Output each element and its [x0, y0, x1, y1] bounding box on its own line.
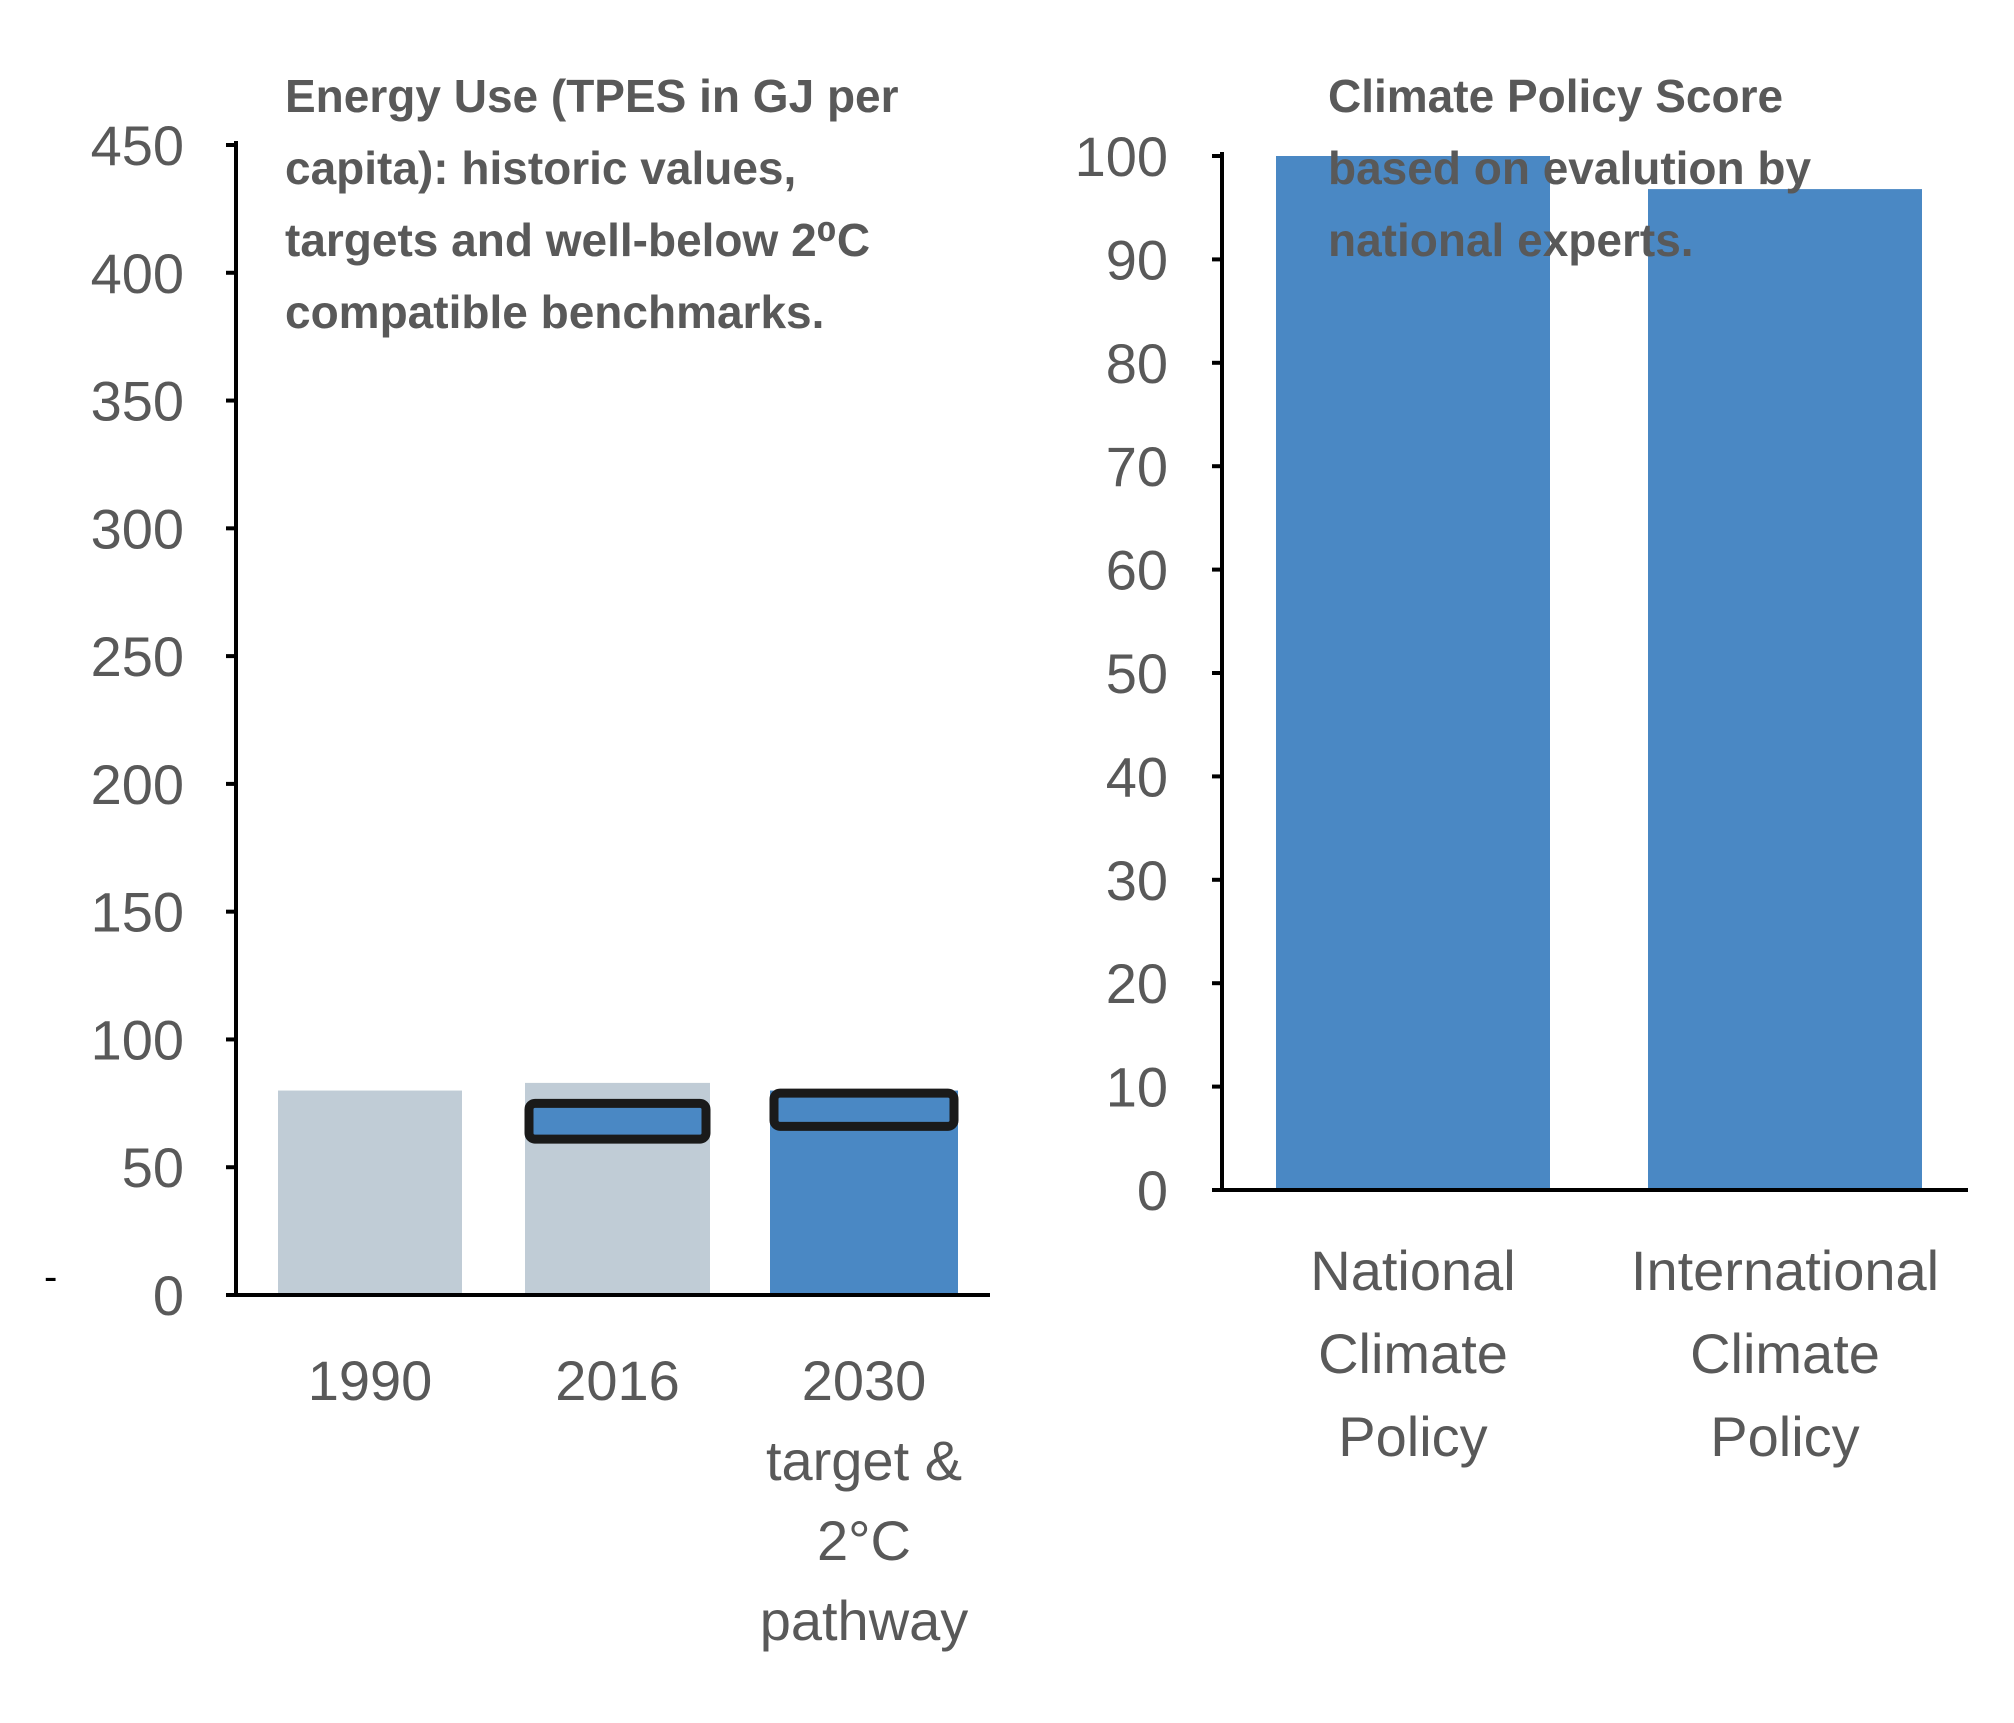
- energy-category-line: pathway: [760, 1589, 969, 1652]
- energy-title-line: compatible benchmarks.: [285, 286, 824, 338]
- policy-category-line: Climate: [1318, 1322, 1508, 1385]
- energy-use-chart: 0 50 100 150 200 250 300 350 400 450 1990 2016 2030 t…: [91, 70, 990, 1652]
- energy-ytick-label-2: 100: [91, 1008, 184, 1071]
- energy-category-line: 1990: [308, 1349, 433, 1412]
- policy-ytick-label-6: 60: [1106, 539, 1168, 602]
- energy-ytick-label-6: 300: [91, 497, 184, 560]
- policy-bar-0: [1276, 156, 1550, 1190]
- energy-target-range-2: [769, 1088, 959, 1131]
- policy-ytick-label-7: 70: [1106, 435, 1168, 498]
- policy-category-label-0: National Climate Policy: [1310, 1239, 1515, 1468]
- energy-category-line: 2016: [555, 1349, 680, 1412]
- energy-ytick-label-7: 350: [91, 370, 184, 433]
- policy-ytick-label-5: 50: [1106, 642, 1168, 705]
- energy-category-line: target &: [766, 1429, 962, 1492]
- energy-ytick-label-3: 150: [91, 881, 184, 944]
- energy-category-line: 2030: [802, 1349, 927, 1412]
- policy-category-line: Policy: [1338, 1405, 1487, 1468]
- policy-ytick-label-2: 20: [1106, 952, 1168, 1015]
- policy-ytick-label-8: 80: [1106, 332, 1168, 395]
- policy-category-line: Policy: [1710, 1405, 1859, 1468]
- energy-title-line: Energy Use (TPES in GJ per: [285, 70, 899, 122]
- energy-bar-0: [278, 1090, 462, 1295]
- energy-ytick-label-1: 50: [122, 1136, 184, 1199]
- policy-category-label-1: International Climate Policy: [1631, 1239, 1939, 1468]
- policy-ytick-label-3: 30: [1106, 849, 1168, 912]
- energy-ytick-label-5: 250: [91, 625, 184, 688]
- policy-category-line: International: [1631, 1239, 1939, 1302]
- policy-ytick-label-1: 10: [1106, 1056, 1168, 1119]
- energy-title-line: capita): historic values,: [285, 142, 796, 194]
- energy-ytick-label-9: 450: [91, 114, 184, 177]
- policy-title-line: Climate Policy Score: [1328, 70, 1783, 122]
- policy-ytick-label-10: 100: [1075, 125, 1168, 188]
- energy-ytick-label-0: 0: [153, 1264, 184, 1327]
- policy-ytick-label-0: 0: [1137, 1159, 1168, 1222]
- energy-category-label-0: 1990: [308, 1349, 433, 1412]
- policy-ytick-label-9: 90: [1106, 228, 1168, 291]
- energy-category-line: 2°C: [817, 1509, 911, 1572]
- climate-policy-score-chart: 0 10 20 30 40 50 60 70 80 90 100 National Climate Pol…: [1075, 70, 1968, 1468]
- policy-ytick-label-4: 40: [1106, 745, 1168, 808]
- energy-category-label-2: 2030 target & 2°C pathway: [760, 1349, 969, 1652]
- policy-title-line: based on evalution by: [1328, 142, 1812, 194]
- energy-chart-title: Energy Use (TPES in GJ per capita): histo…: [285, 70, 899, 338]
- energy-target-range-1: [524, 1098, 711, 1144]
- energy-title-line: targets and well-below 2⁰C: [285, 214, 870, 266]
- policy-category-line: National: [1310, 1239, 1515, 1302]
- policy-chart-title: Climate Policy Score based on evalution b…: [1328, 70, 1812, 266]
- energy-category-label-1: 2016: [555, 1349, 680, 1412]
- stray-dash-mark: -: [44, 1255, 57, 1299]
- policy-category-line: Climate: [1690, 1322, 1880, 1385]
- policy-title-line: national experts.: [1328, 214, 1694, 266]
- energy-ytick-label-8: 400: [91, 242, 184, 305]
- policy-bar-1: [1648, 189, 1922, 1190]
- energy-ytick-label-4: 200: [91, 753, 184, 816]
